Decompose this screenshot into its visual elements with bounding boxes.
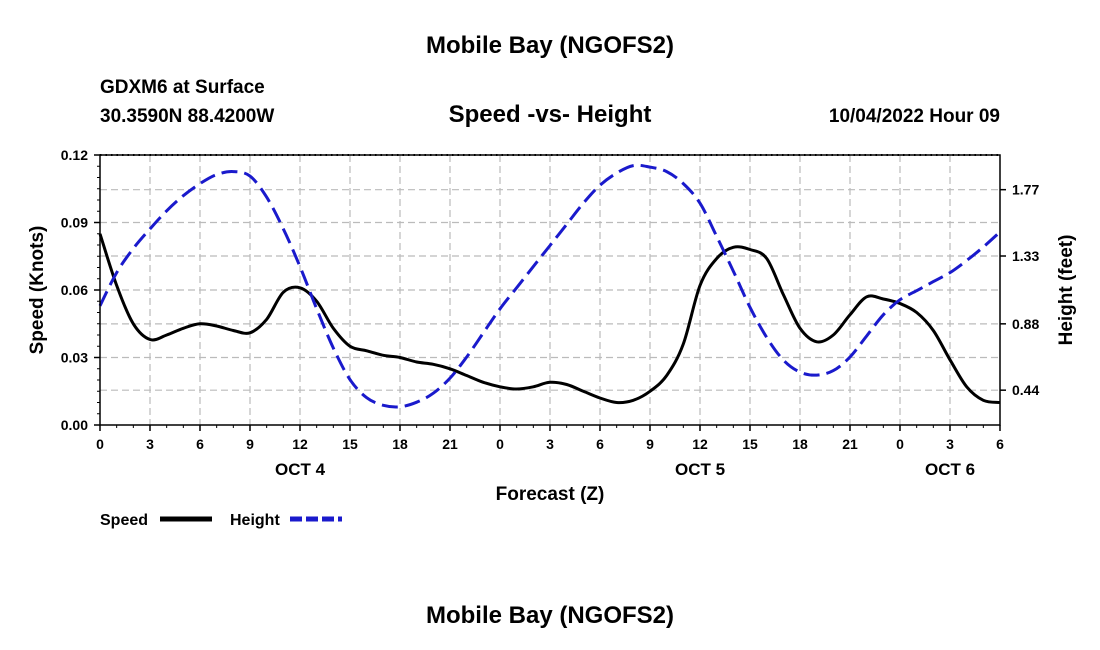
station-label: GDXM6 at Surface: [100, 77, 265, 98]
y-tick-label: 0.03: [61, 350, 88, 366]
x-tick-label: 9: [646, 436, 654, 452]
date-label: OCT 4: [275, 460, 326, 479]
legend-label-height: Height: [230, 512, 280, 529]
series-lines: [98, 163, 1001, 409]
x-tick-label: 0: [96, 436, 104, 452]
x-tick-label: 21: [842, 436, 858, 452]
y-tick-label: 0.00: [61, 417, 88, 433]
series-line-speed: [98, 233, 1001, 405]
main-title: Mobile Bay (NGOFS2): [425, 32, 675, 59]
x-tick-label: 3: [146, 436, 154, 452]
x-tick-label: 3: [546, 436, 554, 452]
x-tick-label: 9: [246, 436, 254, 452]
y-tick-label: 0.06: [61, 282, 88, 298]
forecast-timestamp: 10/04/2022 Hour 09: [828, 106, 1000, 127]
y-axis-title: Speed (Knots): [27, 226, 48, 355]
y2-tick-label: 0.44: [1012, 382, 1039, 398]
x-tick-label: 0: [496, 436, 504, 452]
x-tick-label: 3: [946, 436, 954, 452]
y2-tick-label: 1.33: [1012, 248, 1039, 264]
x-tick-label: 6: [596, 436, 604, 452]
x-tick-label: 21: [442, 436, 458, 452]
x-tick-label: 18: [392, 436, 408, 452]
x-tick-label: 6: [996, 436, 1004, 452]
x-tick-label: 12: [692, 436, 708, 452]
axes: 0 3 6 9 12 15 18 21 0 3 6 9 12 15 18 21 0 3 6 OCT 4 OCT 5 OCT…: [61, 147, 1040, 479]
x-tick-label: 6: [196, 436, 204, 452]
x-axis-title: Forecast (Z): [496, 484, 605, 505]
y-tick-label: 0.12: [61, 147, 88, 163]
date-label: OCT 6: [925, 460, 975, 479]
x-tick-label: 0: [896, 436, 904, 452]
grid: [100, 155, 1000, 425]
y2-axis-title: Height (feet): [1056, 235, 1077, 346]
chart-title: Speed -vs- Height: [448, 101, 652, 128]
legend: Speed Height: [100, 512, 342, 529]
x-tick-label: 15: [742, 436, 758, 452]
coordinates-label: 30.3590N 88.4200W: [100, 106, 275, 127]
x-tick-label: 15: [342, 436, 358, 452]
x-tick-label: 12: [292, 436, 308, 452]
legend-label-speed: Speed: [100, 512, 148, 529]
y2-tick-label: 0.88: [1012, 316, 1039, 332]
x-tick-label: 18: [792, 436, 808, 452]
y2-tick-label: 1.77: [1012, 182, 1039, 198]
date-label: OCT 5: [675, 460, 725, 479]
bottom-title: Mobile Bay (NGOFS2): [425, 602, 675, 629]
y-tick-label: 0.09: [61, 215, 88, 231]
series-line-height: [98, 163, 1001, 409]
